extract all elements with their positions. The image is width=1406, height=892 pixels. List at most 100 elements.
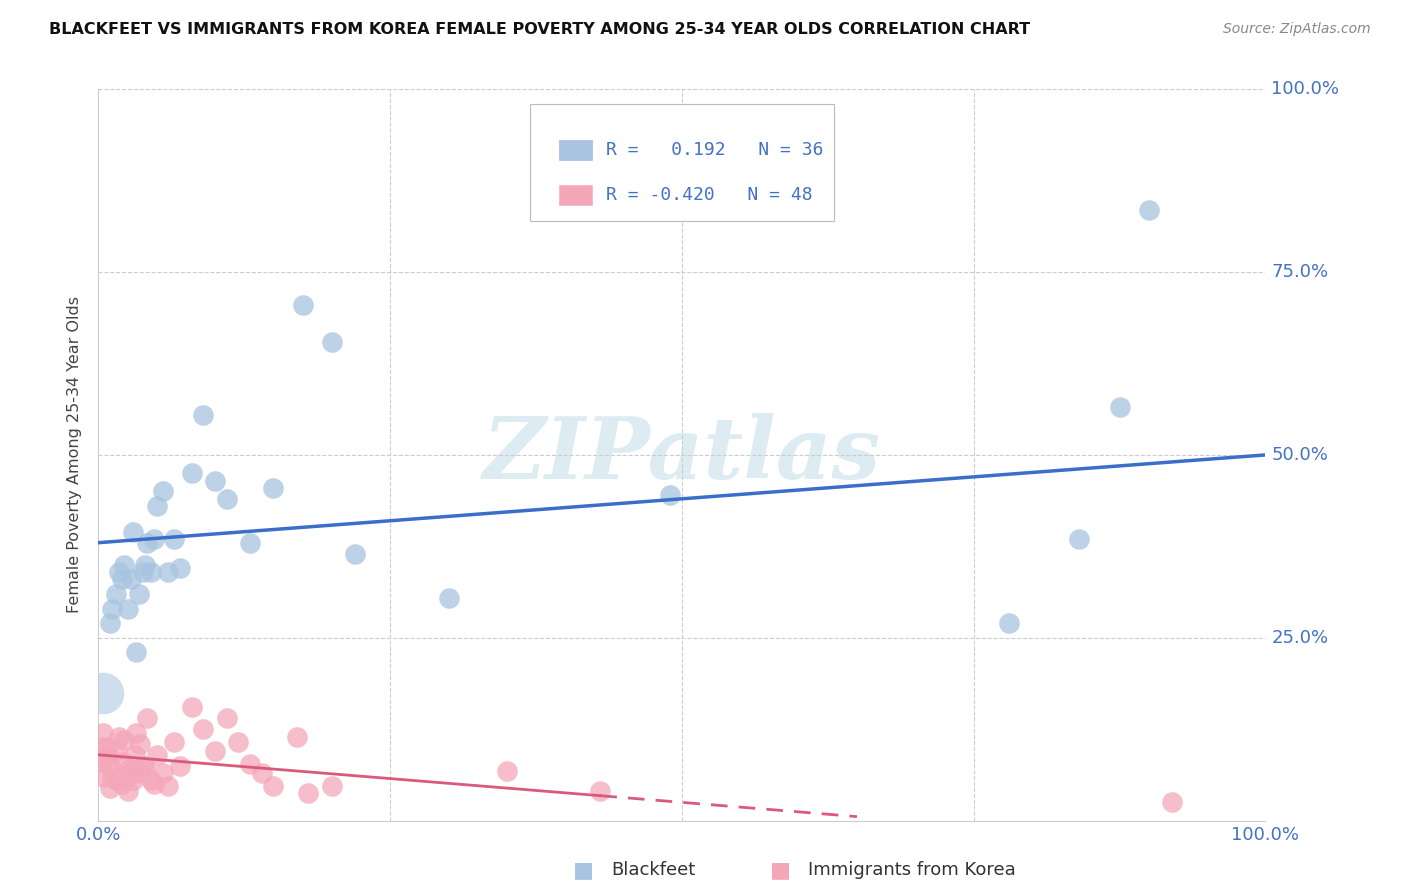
- Point: [262, 481, 284, 495]
- Point: [321, 334, 343, 349]
- Point: [204, 474, 226, 488]
- Point: [1108, 401, 1130, 415]
- Point: [136, 535, 159, 549]
- Point: [91, 726, 114, 740]
- Point: [163, 734, 186, 748]
- Point: [94, 751, 117, 765]
- Point: [152, 766, 174, 780]
- Point: [132, 758, 155, 772]
- Point: [122, 524, 145, 539]
- Y-axis label: Female Poverty Among 25-34 Year Olds: Female Poverty Among 25-34 Year Olds: [67, 296, 83, 614]
- Point: [215, 711, 238, 725]
- Point: [132, 565, 155, 579]
- Point: [344, 547, 367, 561]
- Point: [589, 784, 612, 798]
- Point: [134, 758, 156, 772]
- Point: [193, 408, 215, 422]
- Point: [120, 766, 142, 780]
- Point: [169, 758, 191, 772]
- Point: [120, 572, 142, 586]
- Point: [111, 755, 134, 769]
- Point: [117, 784, 139, 798]
- Point: [163, 532, 186, 546]
- Point: [111, 572, 134, 586]
- Point: [134, 558, 156, 572]
- Point: [495, 764, 517, 778]
- Text: 25.0%: 25.0%: [1271, 629, 1329, 647]
- Point: [193, 723, 215, 737]
- Point: [321, 779, 343, 793]
- Point: [169, 561, 191, 575]
- Point: [215, 491, 238, 506]
- Point: [139, 565, 162, 579]
- Point: [112, 733, 135, 747]
- FancyBboxPatch shape: [560, 140, 592, 161]
- Point: [118, 763, 141, 777]
- Point: [297, 786, 319, 800]
- Text: Blackfeet: Blackfeet: [612, 861, 696, 879]
- Point: [146, 499, 169, 513]
- Point: [139, 773, 162, 788]
- Point: [250, 766, 273, 780]
- Point: [93, 770, 115, 784]
- Point: [97, 747, 120, 762]
- Point: [437, 591, 460, 605]
- Point: [91, 686, 114, 700]
- Text: ■: ■: [574, 860, 593, 880]
- Point: [239, 535, 262, 549]
- Text: BLACKFEET VS IMMIGRANTS FROM KOREA FEMALE POVERTY AMONG 25-34 YEAR OLDS CORRELAT: BLACKFEET VS IMMIGRANTS FROM KOREA FEMAL…: [49, 22, 1031, 37]
- Point: [228, 734, 250, 748]
- Point: [146, 747, 169, 762]
- Text: Source: ZipAtlas.com: Source: ZipAtlas.com: [1223, 22, 1371, 37]
- Point: [128, 766, 150, 780]
- Point: [136, 711, 159, 725]
- Point: [98, 780, 121, 795]
- Point: [1161, 796, 1184, 810]
- Text: R = -0.420   N = 48: R = -0.420 N = 48: [606, 186, 813, 204]
- FancyBboxPatch shape: [560, 185, 592, 205]
- Point: [125, 645, 148, 659]
- Point: [152, 484, 174, 499]
- Text: 75.0%: 75.0%: [1271, 263, 1329, 281]
- Point: [204, 744, 226, 758]
- Point: [90, 740, 112, 755]
- Point: [262, 779, 284, 793]
- Point: [96, 740, 118, 755]
- Point: [997, 616, 1019, 631]
- Point: [285, 730, 308, 744]
- Point: [1067, 532, 1090, 546]
- Point: [112, 558, 135, 572]
- Text: 100.0%: 100.0%: [1271, 80, 1340, 98]
- Point: [143, 532, 166, 546]
- Point: [101, 601, 124, 615]
- Point: [108, 565, 131, 579]
- Point: [129, 737, 152, 751]
- Point: [98, 616, 121, 631]
- Point: [108, 730, 131, 744]
- Point: [104, 587, 127, 601]
- Point: [291, 298, 314, 312]
- Point: [117, 601, 139, 615]
- Point: [1137, 202, 1160, 217]
- Point: [157, 779, 180, 793]
- Text: 50.0%: 50.0%: [1271, 446, 1329, 464]
- Point: [157, 565, 180, 579]
- Point: [105, 744, 128, 758]
- Point: [124, 747, 146, 762]
- Point: [98, 758, 121, 772]
- Point: [111, 777, 134, 791]
- Point: [90, 755, 112, 769]
- Text: Immigrants from Korea: Immigrants from Korea: [808, 861, 1017, 879]
- Point: [239, 756, 262, 771]
- Point: [180, 700, 202, 714]
- Point: [143, 777, 166, 791]
- Point: [101, 770, 124, 784]
- FancyBboxPatch shape: [530, 103, 834, 221]
- Text: ■: ■: [770, 860, 790, 880]
- Point: [180, 466, 202, 480]
- Text: ZIPatlas: ZIPatlas: [482, 413, 882, 497]
- Text: R =   0.192   N = 36: R = 0.192 N = 36: [606, 141, 824, 159]
- Point: [128, 587, 150, 601]
- Point: [659, 488, 682, 502]
- Point: [104, 773, 127, 788]
